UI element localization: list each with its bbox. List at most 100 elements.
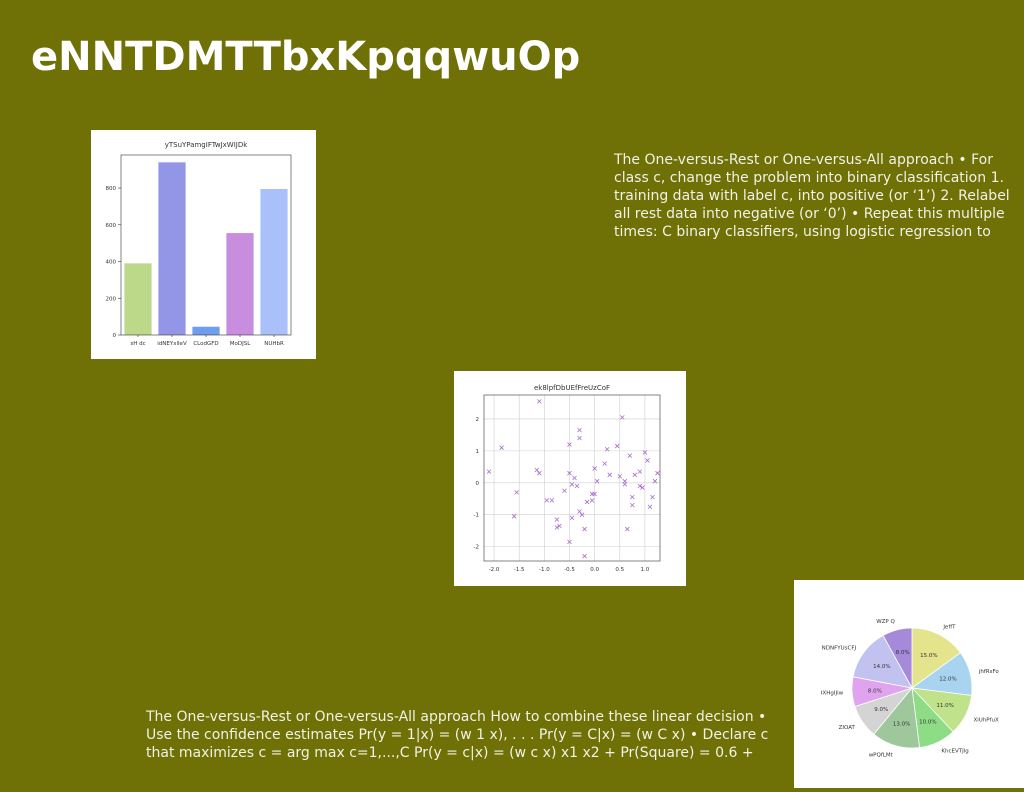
scatter-point	[537, 470, 542, 476]
bar-y-tick-label: 200	[106, 296, 117, 302]
pie-slice-label: jhfRsFo	[978, 669, 1000, 675]
scatter-point-stroke	[592, 491, 597, 497]
pie-chart: 15.0% JeffT 12.0% jhfRsFo 11.0% XiUhPfuX 10.0%…	[821, 619, 1000, 758]
scatter-point-stroke	[537, 399, 542, 404]
scatter-point	[554, 525, 560, 530]
scatter-point-stroke	[572, 475, 577, 481]
pie-slice-value-label: 11.0%	[936, 703, 953, 709]
bar-chart-title: yTSuYPamgIFTwJxWIJDk	[165, 141, 248, 149]
scatter-point	[572, 475, 577, 481]
scatter-y-tick-label: 1	[476, 449, 480, 455]
scatter-point-stroke	[637, 469, 643, 474]
scatter-point	[562, 488, 567, 494]
scatter-point	[486, 469, 492, 474]
scatter-point-stroke	[577, 509, 582, 514]
scatter-y-tick-label: -1	[474, 513, 479, 519]
pie-slice-value-label: 8.0%	[868, 688, 882, 694]
scatter-point-stroke	[642, 450, 648, 455]
scatter-point-stroke	[614, 443, 620, 449]
pie-slice-label: NDNFYUsCFJ	[822, 645, 857, 651]
scatter-point-stroke	[549, 498, 555, 503]
scatter-point-stroke	[592, 466, 597, 471]
bar-chart-card: yTSuYPamgIFTwJxWIJDk 0 200 400 600 800 sH dc id…	[91, 130, 316, 359]
pie-slice-value-label: 12.0%	[939, 677, 956, 683]
scatter-point-stroke	[499, 445, 504, 450]
pie-slice-NDNFYUsCFJ	[852, 634, 913, 689]
scatter-point	[655, 470, 660, 476]
scatter-point-stroke	[577, 427, 582, 433]
pie-slice-value-label: 14.0%	[873, 664, 890, 670]
pie-slice-value-label: 10.0%	[919, 720, 936, 726]
scatter-point-stroke	[632, 472, 638, 478]
scatter-point-stroke	[617, 474, 623, 479]
scatter-point-stroke	[645, 458, 650, 463]
scatter-point	[625, 526, 630, 532]
pie-chart-card: 15.0% JeffT 12.0% jhfRsFo 11.0% XiUhPfuX 10.0%…	[794, 580, 1024, 788]
scatter-chart: ek8lpfDbUEfFreUzCoF -2.0 -1.5 -1.0 -0.5 0.0 0.…	[474, 384, 661, 573]
scatter-point	[645, 458, 650, 463]
bar-CLodGFD	[192, 326, 220, 335]
bar-chart: yTSuYPamgIFTwJxWIJDk 0 200 400 600 800 sH dc id…	[106, 141, 292, 347]
scatter-point-stroke	[582, 553, 587, 559]
bar-y-tick-label: 800	[106, 186, 117, 192]
scatter-point-stroke	[622, 478, 628, 484]
scatter-point-stroke	[647, 504, 653, 510]
scatter-point-stroke	[567, 539, 572, 545]
scatter-point-stroke	[652, 478, 658, 484]
scatter-point	[637, 483, 643, 489]
pie-slice-label: IXHgIJiw	[821, 690, 844, 696]
scatter-point	[577, 427, 582, 433]
pie-slice-value-label: 15.0%	[920, 653, 937, 659]
pie-slice-label: KhcEVTJlg	[941, 748, 968, 754]
scatter-point	[650, 494, 655, 500]
scatter-point	[642, 450, 648, 455]
scatter-point	[577, 435, 582, 441]
bottom-paragraph: The One-versus-Rest or One-versus-All ap…	[146, 709, 769, 761]
scatter-point-stroke	[607, 472, 612, 478]
scatter-point	[567, 442, 572, 447]
scatter-point-stroke	[567, 442, 572, 447]
pie-slice-value-label: 13.0%	[893, 722, 910, 728]
scatter-point-stroke	[637, 483, 643, 489]
scatter-point	[549, 498, 555, 503]
scatter-point	[534, 467, 540, 473]
scatter-point	[622, 478, 628, 484]
scatter-point	[569, 515, 575, 521]
scatter-point	[579, 512, 585, 517]
scatter-point	[620, 415, 625, 420]
bar-x-tick-label: sH dc	[130, 341, 145, 347]
scatter-x-tick-label: -0.5	[564, 567, 575, 573]
scatter-chart-card: ek8lpfDbUEfFreUzCoF -2.0 -1.5 -1.0 -0.5 0.0 0.…	[454, 371, 686, 586]
scatter-point	[567, 539, 572, 545]
scatter-point-stroke	[567, 470, 572, 476]
scatter-point	[511, 514, 517, 519]
scatter-point	[584, 499, 590, 505]
scatter-point	[602, 461, 607, 466]
scatter-point	[554, 517, 560, 522]
scatter-point	[630, 494, 635, 500]
scatter-point	[594, 478, 600, 484]
scatter-point-stroke	[627, 453, 633, 458]
scatter-point	[652, 478, 658, 484]
scatter-point	[499, 445, 504, 450]
scatter-point	[544, 498, 550, 503]
pie-slice-WZP-Q	[882, 627, 913, 689]
bar-x-tick-label: MoDJSL	[230, 341, 251, 347]
scatter-chart-title: ek8lpfDbUEfFreUzCoF	[534, 384, 610, 392]
scatter-x-tick-label: -1.0	[539, 567, 550, 573]
bar-y-tick-label: 0	[113, 333, 117, 339]
scatter-point-stroke	[650, 494, 655, 500]
scatter-point	[604, 446, 610, 452]
scatter-point	[582, 553, 587, 559]
slide-title: eNNTDMTTbxKpqqwuOp	[31, 34, 581, 80]
pie-slice-label: XiUhPfuX	[973, 717, 999, 723]
scatter-point	[569, 482, 575, 487]
scatter-point-stroke	[554, 517, 560, 522]
pie-slice-value-label: 8.0%	[896, 650, 910, 656]
scatter-point	[589, 498, 595, 503]
bar-x-tick-label: NUHbR	[264, 341, 284, 347]
scatter-point	[630, 502, 635, 508]
bar-y-tick-label: 600	[106, 223, 117, 229]
scatter-y-tick-label: 2	[476, 417, 480, 423]
scatter-point-stroke	[514, 490, 519, 495]
